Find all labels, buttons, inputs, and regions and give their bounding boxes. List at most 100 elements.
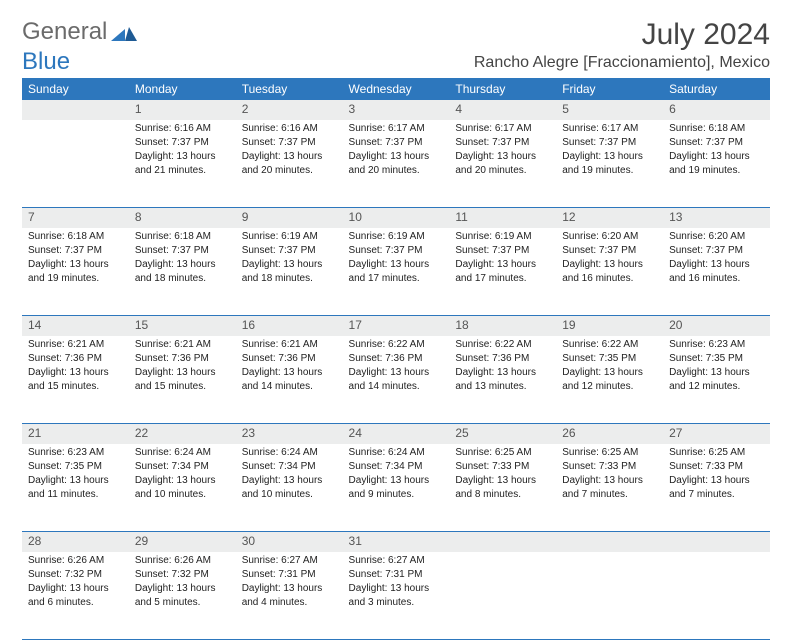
sunset-label: Sunset: 7:36 PM xyxy=(135,352,230,365)
day1-label: Daylight: 13 hours xyxy=(242,366,337,379)
day2-label: and 11 minutes. xyxy=(28,488,123,501)
sunset-label: Sunset: 7:37 PM xyxy=(242,136,337,149)
sunrise-label: Sunrise: 6:22 AM xyxy=(562,338,657,351)
day-number: 11 xyxy=(449,208,556,228)
day-number: 7 xyxy=(22,208,129,228)
day2-label: and 13 minutes. xyxy=(455,380,550,393)
sunset-label: Sunset: 7:37 PM xyxy=(135,136,230,149)
sunset-label: Sunset: 7:37 PM xyxy=(349,244,444,257)
day2-label: and 18 minutes. xyxy=(135,272,230,285)
day-number: 17 xyxy=(343,316,450,336)
day1-label: Daylight: 13 hours xyxy=(562,258,657,271)
day2-label: and 19 minutes. xyxy=(669,164,764,177)
day-cell: Sunrise: 6:22 AMSunset: 7:35 PMDaylight:… xyxy=(556,336,663,424)
day2-label: and 18 minutes. xyxy=(242,272,337,285)
sunrise-label: Sunrise: 6:16 AM xyxy=(135,122,230,135)
sunrise-label: Sunrise: 6:26 AM xyxy=(28,554,123,567)
sunset-label: Sunset: 7:37 PM xyxy=(455,244,550,257)
day-cell: Sunrise: 6:27 AMSunset: 7:31 PMDaylight:… xyxy=(236,552,343,640)
sunset-label: Sunset: 7:32 PM xyxy=(28,568,123,581)
day-number-row: 123456 xyxy=(22,100,770,120)
sunrise-label: Sunrise: 6:25 AM xyxy=(669,446,764,459)
sunrise-label: Sunrise: 6:22 AM xyxy=(349,338,444,351)
day-cell: Sunrise: 6:21 AMSunset: 7:36 PMDaylight:… xyxy=(236,336,343,424)
day-number: 9 xyxy=(236,208,343,228)
day1-label: Daylight: 13 hours xyxy=(135,150,230,163)
sunset-label: Sunset: 7:33 PM xyxy=(455,460,550,473)
sunrise-label: Sunrise: 6:18 AM xyxy=(669,122,764,135)
day1-label: Daylight: 13 hours xyxy=(562,474,657,487)
day1-label: Daylight: 13 hours xyxy=(28,474,123,487)
day-number: 2 xyxy=(236,100,343,120)
day2-label: and 19 minutes. xyxy=(28,272,123,285)
day2-label: and 15 minutes. xyxy=(135,380,230,393)
sunset-label: Sunset: 7:32 PM xyxy=(135,568,230,581)
day1-label: Daylight: 13 hours xyxy=(349,474,444,487)
day2-label: and 4 minutes. xyxy=(242,596,337,609)
sunrise-label: Sunrise: 6:17 AM xyxy=(562,122,657,135)
day-cell xyxy=(663,552,770,640)
day1-label: Daylight: 13 hours xyxy=(242,582,337,595)
day1-label: Daylight: 13 hours xyxy=(28,582,123,595)
sunrise-label: Sunrise: 6:24 AM xyxy=(135,446,230,459)
sunset-label: Sunset: 7:34 PM xyxy=(349,460,444,473)
day-cell: Sunrise: 6:22 AMSunset: 7:36 PMDaylight:… xyxy=(449,336,556,424)
day2-label: and 14 minutes. xyxy=(242,380,337,393)
day1-label: Daylight: 13 hours xyxy=(455,366,550,379)
sunrise-label: Sunrise: 6:23 AM xyxy=(669,338,764,351)
sunset-label: Sunset: 7:34 PM xyxy=(242,460,337,473)
day2-label: and 10 minutes. xyxy=(242,488,337,501)
day-cell: Sunrise: 6:25 AMSunset: 7:33 PMDaylight:… xyxy=(663,444,770,532)
day-number-row: 78910111213 xyxy=(22,208,770,228)
day-cell: Sunrise: 6:24 AMSunset: 7:34 PMDaylight:… xyxy=(343,444,450,532)
day1-label: Daylight: 13 hours xyxy=(455,258,550,271)
sunrise-label: Sunrise: 6:19 AM xyxy=(455,230,550,243)
day2-label: and 7 minutes. xyxy=(562,488,657,501)
sunset-label: Sunset: 7:37 PM xyxy=(28,244,123,257)
sunrise-label: Sunrise: 6:18 AM xyxy=(28,230,123,243)
brand-logo: General xyxy=(22,18,137,46)
sunrise-label: Sunrise: 6:27 AM xyxy=(242,554,337,567)
day-number: 26 xyxy=(556,424,663,444)
day2-label: and 5 minutes. xyxy=(135,596,230,609)
sunrise-label: Sunrise: 6:21 AM xyxy=(135,338,230,351)
sunrise-label: Sunrise: 6:20 AM xyxy=(669,230,764,243)
day-cell: Sunrise: 6:18 AMSunset: 7:37 PMDaylight:… xyxy=(663,120,770,208)
calendar-table: Sunday Monday Tuesday Wednesday Thursday… xyxy=(22,78,770,640)
day1-label: Daylight: 13 hours xyxy=(242,150,337,163)
sunrise-label: Sunrise: 6:25 AM xyxy=(562,446,657,459)
day-number: 29 xyxy=(129,532,236,552)
day-header: Wednesday xyxy=(343,78,450,100)
day2-label: and 20 minutes. xyxy=(349,164,444,177)
day-cell: Sunrise: 6:26 AMSunset: 7:32 PMDaylight:… xyxy=(22,552,129,640)
sunset-label: Sunset: 7:36 PM xyxy=(242,352,337,365)
day1-label: Daylight: 13 hours xyxy=(349,150,444,163)
day-cell: Sunrise: 6:25 AMSunset: 7:33 PMDaylight:… xyxy=(449,444,556,532)
day-number-row: 14151617181920 xyxy=(22,316,770,336)
day-cell: Sunrise: 6:19 AMSunset: 7:37 PMDaylight:… xyxy=(343,228,450,316)
day1-label: Daylight: 13 hours xyxy=(669,258,764,271)
day2-label: and 19 minutes. xyxy=(562,164,657,177)
day-cell xyxy=(556,552,663,640)
day-cell: Sunrise: 6:23 AMSunset: 7:35 PMDaylight:… xyxy=(22,444,129,532)
sunrise-label: Sunrise: 6:25 AM xyxy=(455,446,550,459)
day-number: 15 xyxy=(129,316,236,336)
day2-label: and 8 minutes. xyxy=(455,488,550,501)
day-number: 18 xyxy=(449,316,556,336)
day-number-row: 28293031 xyxy=(22,532,770,552)
day-number: 16 xyxy=(236,316,343,336)
sunset-label: Sunset: 7:37 PM xyxy=(562,136,657,149)
sunrise-label: Sunrise: 6:17 AM xyxy=(349,122,444,135)
day2-label: and 10 minutes. xyxy=(135,488,230,501)
day2-label: and 17 minutes. xyxy=(455,272,550,285)
day-number xyxy=(663,532,770,552)
sunrise-label: Sunrise: 6:19 AM xyxy=(242,230,337,243)
day-number: 1 xyxy=(129,100,236,120)
day1-label: Daylight: 13 hours xyxy=(28,366,123,379)
day2-label: and 21 minutes. xyxy=(135,164,230,177)
day-cell: Sunrise: 6:17 AMSunset: 7:37 PMDaylight:… xyxy=(556,120,663,208)
header: General July 2024 Rancho Alegre [Fraccio… xyxy=(22,18,770,72)
day-number: 13 xyxy=(663,208,770,228)
day-cell: Sunrise: 6:18 AMSunset: 7:37 PMDaylight:… xyxy=(22,228,129,316)
day-number: 24 xyxy=(343,424,450,444)
